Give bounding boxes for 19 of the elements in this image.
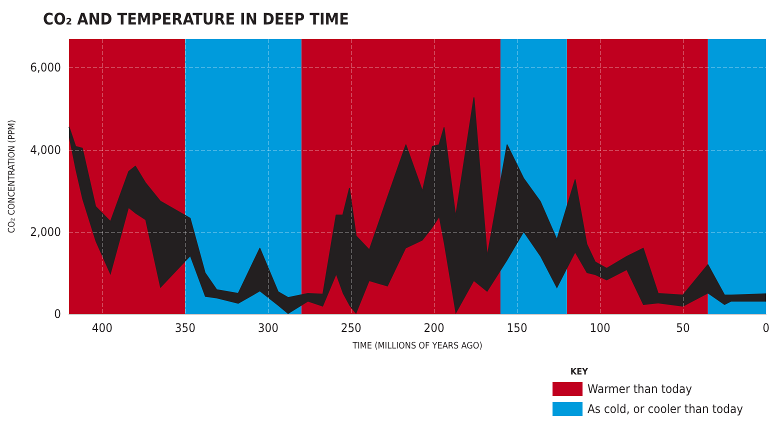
y-axis-title: CO₂ CONCENTRATION (PPM)	[8, 120, 18, 234]
x-tick-label: 0	[762, 321, 770, 335]
x-tick-label: 350	[174, 321, 196, 335]
x-tick-label: 150	[506, 321, 528, 335]
x-tick-label: 300	[258, 321, 279, 335]
legend-label: As cold, or cooler than today	[588, 402, 744, 416]
x-tick-label: 250	[340, 321, 362, 335]
x-tick-label: 50	[676, 321, 690, 335]
x-axis-title: TIME (MILLIONS OF YEARS AGO)	[352, 342, 482, 352]
y-tick-label: 0	[54, 307, 62, 321]
legend-label: Warmer than today	[588, 382, 693, 396]
legend-title: KEY	[570, 368, 588, 378]
y-tick-label: 2,000	[30, 224, 62, 239]
y-tick-label: 4,000	[30, 142, 62, 157]
x-tick-label: 200	[424, 321, 445, 335]
y-tick-label: 6,000	[30, 60, 62, 75]
x-tick-label: 100	[590, 321, 610, 335]
x-tick-label: 400	[92, 321, 113, 335]
chart-title: CO₂ AND TEMPERATURE IN DEEP TIME	[43, 10, 349, 28]
